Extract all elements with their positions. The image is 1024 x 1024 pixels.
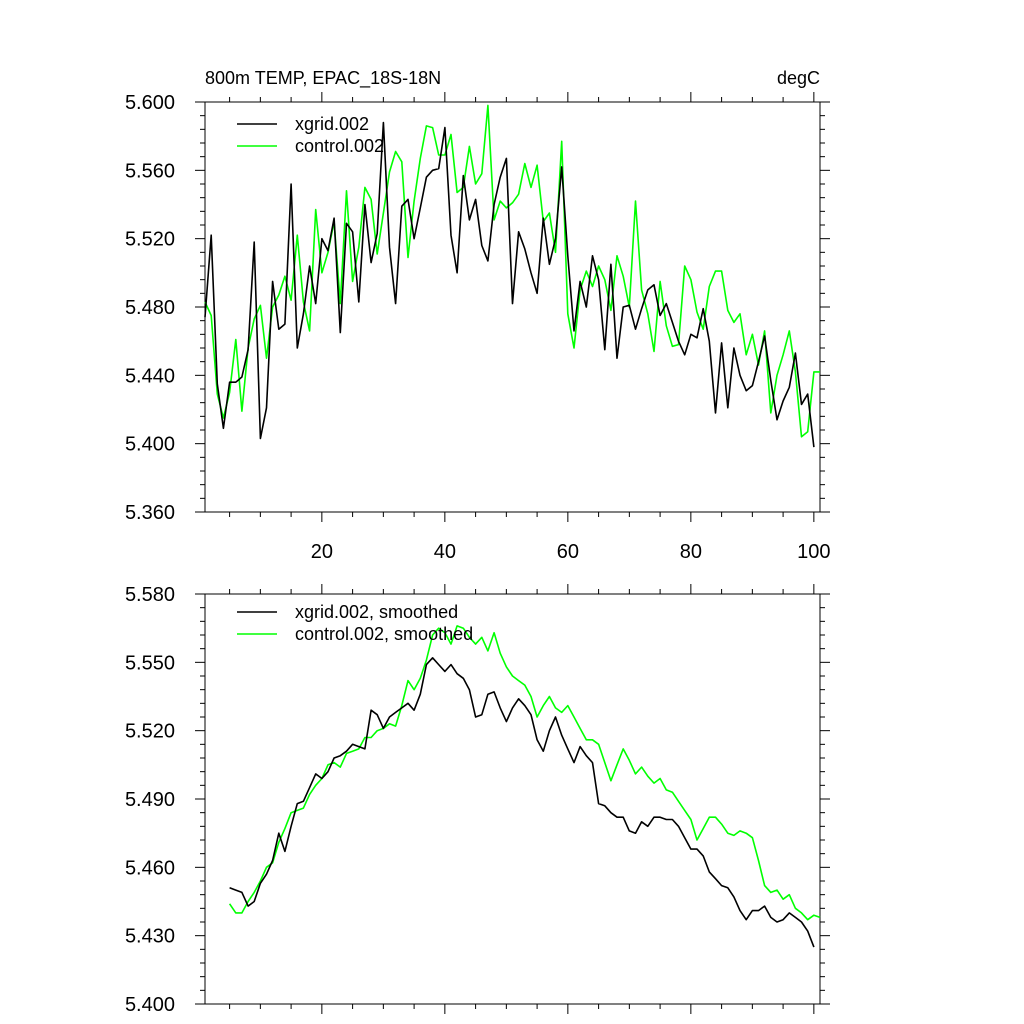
legend-label: control.002	[295, 136, 384, 156]
legend-label: xgrid.002	[295, 114, 369, 134]
legend-label: control.002, smoothed	[295, 624, 473, 644]
x-tick-label: 80	[680, 541, 702, 563]
y-tick-label: 5.440	[125, 365, 175, 387]
x-tick-label: 40	[434, 541, 456, 563]
y-tick-label: 5.360	[125, 502, 175, 524]
y-tick-label: 5.580	[125, 584, 175, 606]
series-line-xgrid-002	[204, 121, 815, 448]
x-tick-label: 20	[311, 541, 333, 563]
y-tick-label: 5.560	[125, 160, 175, 182]
chart-panel-1: 800m TEMP, EPAC_18S-18N degC 5.360 5.400 5.4…	[125, 68, 831, 563]
y-tick-label: 5.430	[125, 926, 175, 948]
y-tick-label: 5.520	[125, 721, 175, 743]
y-tick-label: 5.400	[125, 994, 175, 1016]
y-tick-label: 5.480	[125, 297, 175, 319]
x-tick-label: 100	[797, 541, 830, 563]
series-line-xgrid-002-smoothed	[229, 656, 815, 948]
y-tick-label: 5.550	[125, 652, 175, 674]
chart-panel-2: 5.400 5.430 5.460 5.490 5.520 5.550 5.580 xgrid…	[125, 584, 830, 1016]
series-line-control-002	[204, 104, 820, 438]
y-tick-label: 5.600	[125, 92, 175, 114]
chart-title: 800m TEMP, EPAC_18S-18N	[205, 68, 441, 89]
y-tick-label: 5.460	[125, 857, 175, 879]
series-line-control-002-smoothed	[228, 625, 821, 921]
legend-label: xgrid.002, smoothed	[295, 602, 458, 622]
y-tick-label: 5.400	[125, 434, 175, 456]
y-tick-label: 5.490	[125, 789, 175, 811]
x-tick-label: 60	[557, 541, 579, 563]
plot-frame	[204, 593, 821, 1005]
chart-units-label: degC	[777, 68, 820, 88]
y-tick-label: 5.520	[125, 229, 175, 251]
